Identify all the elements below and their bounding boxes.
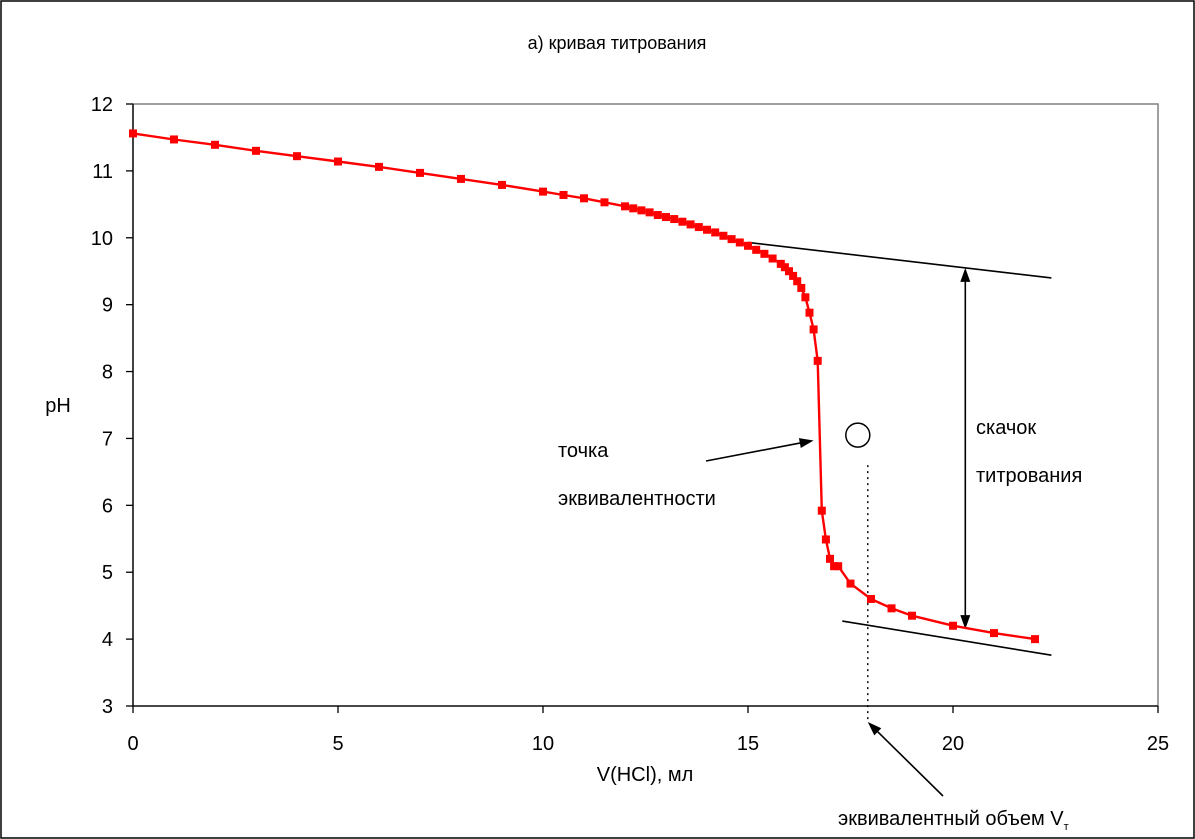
data-point [789,271,798,280]
x-tick-label: 20 [942,733,964,755]
x-ticks: 0 5 10 15 20 25 [127,706,1169,755]
x-tick-label: 10 [532,733,554,755]
data-point [457,174,465,183]
data-point [813,356,822,365]
tangent-lines [747,241,1052,656]
data-point [621,202,629,211]
data-point [580,194,588,203]
data-point [1031,635,1039,644]
equivalence-point-marker [845,422,871,448]
data-point [703,225,711,234]
data-point [752,245,761,254]
x-tick-label: 5 [332,733,343,755]
data-point [908,611,916,620]
data-point [830,562,839,571]
data-point [539,187,547,196]
tangent-line [842,620,1052,656]
data-point [735,238,744,247]
data-point [727,235,736,244]
data-point [653,211,662,220]
data-point [686,220,695,229]
y-tick-label: 3 [102,696,113,718]
y-tick-label: 6 [102,495,113,517]
data-point [375,162,383,171]
equivalence-point-arrow [705,441,806,462]
jump-label-line1: скачок [976,417,1036,439]
data-point [887,604,896,613]
data-point [334,157,342,166]
data-point [559,190,568,199]
data-point [780,263,789,272]
data-point [293,152,301,161]
data-point [694,223,703,232]
data-point [719,231,728,240]
data-point [990,629,998,638]
equivalent-volume-text: эквивалентный объем V [838,808,1064,830]
tangent-line [747,241,1052,279]
titration-jump-arrow-head-bottom [960,615,971,630]
data-point [600,198,609,207]
guide-lines [705,267,971,797]
jump-label-line2: титрования [976,465,1082,487]
data-point [629,204,638,213]
data-point [805,308,814,317]
data-point [416,168,424,177]
data-point [252,146,260,155]
data-point [826,554,834,563]
data-point [809,325,818,334]
y-ticks: 3 4 5 6 7 8 9 10 11 12 [91,94,133,718]
data-point [498,180,506,189]
data-point [645,208,654,217]
y-tick-label: 12 [91,94,113,116]
data-point [846,579,855,588]
y-tick-label: 11 [92,161,113,183]
x-tick-label: 0 [127,733,138,755]
data-point [834,562,843,571]
data-point [670,215,679,224]
y-tick-label: 9 [102,295,113,317]
data-point [170,135,178,144]
equivalence-point-label-line1: точка [558,440,609,462]
equivalent-volume-arrow-head [867,722,882,736]
data-point [793,277,802,286]
data-point [768,254,777,263]
data-point [211,140,219,149]
x-tick-label: 15 [737,733,759,755]
data-point [949,621,957,630]
data-point [744,241,752,250]
data-point [129,129,137,138]
data-point [760,249,769,258]
titration-series [129,129,1039,644]
data-point [817,506,826,515]
data-point [637,206,646,215]
x-tick-label: 25 [1147,733,1169,755]
data-point [867,594,875,603]
plot-area [132,103,1159,707]
data-point [662,213,670,222]
data-point [678,217,687,226]
y-tick-label: 4 [102,629,113,651]
data-point [801,293,810,302]
y-tick-label: 5 [102,562,113,584]
y-axis-title: pH [45,395,71,417]
y-tick-label: 7 [102,428,113,450]
equivalence-point-arrow-head [798,438,814,448]
data-point [711,228,720,237]
y-tick-label: 8 [102,362,113,384]
data-point [821,535,830,544]
equivalent-volume-arrow [872,727,944,797]
titration-jump-arrow-head-top [960,267,971,282]
chart-title: а) кривая титрования [528,33,707,53]
equivalence-point-label-line2: эквивалентности [558,488,716,510]
data-point [776,259,785,268]
equivalent-volume-subscript: т [1064,821,1069,833]
x-axis-title: V(HCl), мл [597,764,694,786]
data-point [785,267,793,276]
data-point [797,283,806,292]
y-tick-label: 10 [91,228,113,250]
equivalent-volume-label: эквивалентный объем Vт [838,808,1069,833]
